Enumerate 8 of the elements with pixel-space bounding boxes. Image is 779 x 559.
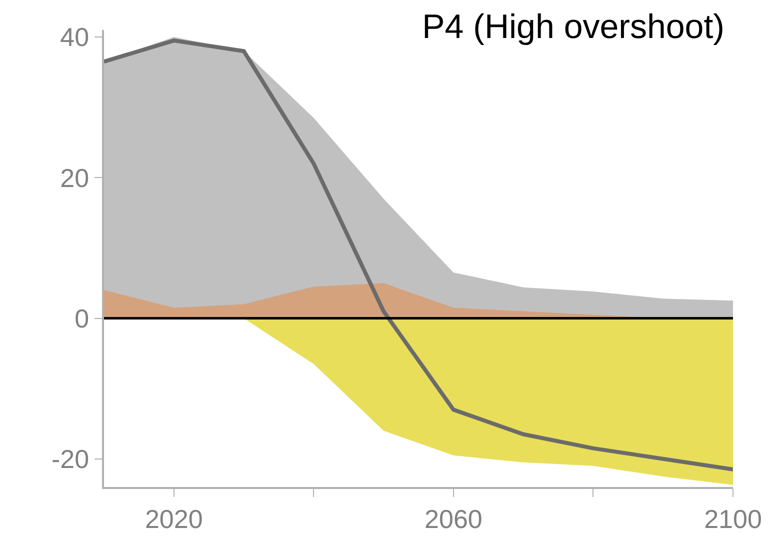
chart-title: P4 (High overshoot): [422, 8, 724, 46]
y-tick-label: -20: [51, 444, 90, 474]
x-tick-label: 2100: [704, 504, 762, 534]
y-tick-label: 20: [60, 162, 90, 193]
x-tick-label: 2060: [424, 504, 482, 534]
y-tick-label: 0: [74, 303, 90, 334]
x-tick-label: 2020: [144, 504, 203, 534]
y-tick-label: 40: [60, 22, 90, 52]
